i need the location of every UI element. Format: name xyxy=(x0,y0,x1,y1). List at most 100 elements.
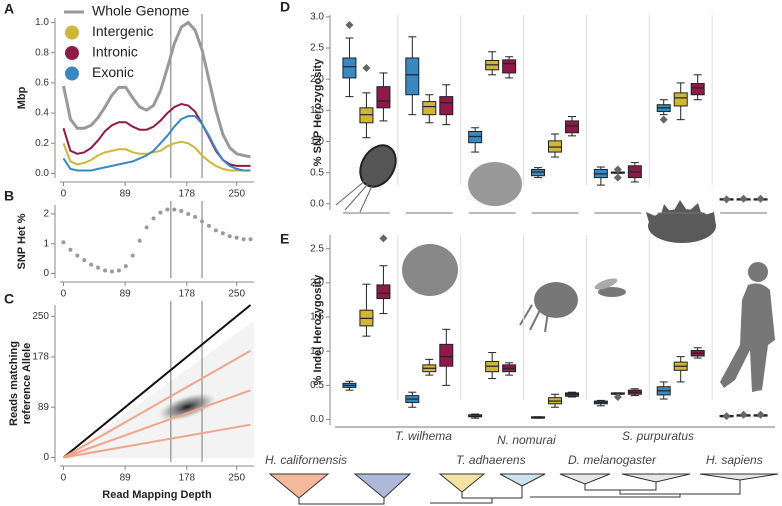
y-tick-label: 0.2 xyxy=(35,138,49,149)
y-tick-label: 1 xyxy=(43,238,49,249)
x-tick-label: 178 xyxy=(178,289,195,300)
outlier xyxy=(756,410,765,419)
y-axis-label: % Indel Herozygosity xyxy=(312,274,324,386)
point xyxy=(227,234,232,239)
point xyxy=(234,235,239,240)
phylogeny xyxy=(268,473,779,505)
x-tick-label: 178 xyxy=(178,189,195,200)
x-tick-label: 0 xyxy=(61,189,67,200)
box xyxy=(439,343,454,367)
y-axis-label: % SNP Herozygosity xyxy=(312,58,324,166)
legend-label: Whole Genome xyxy=(92,3,189,19)
x-tick-label: 178 xyxy=(178,473,195,484)
outlier xyxy=(613,173,622,182)
x-tick-label: 89 xyxy=(120,289,132,300)
series-line xyxy=(63,389,251,459)
legend-marker xyxy=(65,46,79,60)
y-tick-label: 3.0 xyxy=(310,12,324,23)
outlier xyxy=(362,63,371,72)
x-tick-label: 250 xyxy=(228,189,245,200)
organism-images xyxy=(335,144,775,392)
y-tick-label: 0.5 xyxy=(310,167,324,178)
y-tick-label: 0.6 xyxy=(35,78,49,89)
y-tick-label: 1.0 xyxy=(310,136,324,147)
point xyxy=(151,216,156,221)
box xyxy=(422,101,437,116)
x-tick-label: 89 xyxy=(120,189,132,200)
outlier xyxy=(613,392,622,401)
y-tick-label: 0.0 xyxy=(35,168,49,179)
series-line xyxy=(62,20,251,159)
y-tick-label: 1.5 xyxy=(310,312,324,323)
species-label: T. wilhema xyxy=(395,429,452,443)
point xyxy=(130,253,135,258)
box xyxy=(405,57,420,96)
point xyxy=(213,228,218,233)
species-label: D. melanogaster xyxy=(568,453,657,467)
x-tick-label: 250 xyxy=(228,289,245,300)
species-label: T. adhaerens xyxy=(456,453,526,467)
box xyxy=(531,169,545,177)
point xyxy=(68,247,73,252)
panel-label: C xyxy=(4,291,14,307)
box xyxy=(690,83,705,96)
outlier xyxy=(613,165,622,174)
box xyxy=(468,131,483,144)
point xyxy=(109,269,114,274)
point xyxy=(116,268,121,273)
species-label: H. californensis xyxy=(265,453,347,467)
point xyxy=(165,207,170,212)
y-axis-label: SNP Het % xyxy=(16,213,28,269)
y-tick-label: 178 xyxy=(32,352,49,363)
panel-label: B xyxy=(4,188,14,204)
y-tick-label: 250 xyxy=(32,311,49,322)
legend-marker xyxy=(65,66,79,81)
point xyxy=(172,207,177,212)
panel-label: D xyxy=(280,0,290,15)
y-tick-label: 1.0 xyxy=(310,346,324,357)
series-line xyxy=(63,349,251,459)
y-tick-label: 2 xyxy=(43,209,49,220)
outlier xyxy=(756,194,765,203)
density-shade xyxy=(64,321,254,458)
y-axis-label: Mbp xyxy=(16,86,28,109)
point xyxy=(158,210,163,215)
point xyxy=(248,237,253,242)
x-tick-label: 0 xyxy=(61,289,67,300)
x-tick-label: 89 xyxy=(120,473,132,484)
point xyxy=(200,219,205,224)
y-tick-label: 2.0 xyxy=(310,74,324,85)
y-tick-label: 0 xyxy=(43,268,49,279)
x-axis-label: Read Mapping Depth xyxy=(102,489,212,501)
outlier xyxy=(722,195,731,204)
point xyxy=(241,237,246,242)
y-tick-label: 2.0 xyxy=(310,277,324,288)
point xyxy=(137,238,142,243)
x-tick-label: 0 xyxy=(61,473,67,484)
density-blob xyxy=(158,393,216,421)
series-line xyxy=(62,115,251,172)
point xyxy=(103,268,108,273)
outlier xyxy=(345,20,354,29)
box xyxy=(548,140,562,153)
point xyxy=(193,214,198,219)
series-line xyxy=(62,304,252,459)
legend-label: Intronic xyxy=(92,44,138,60)
panel-label: E xyxy=(280,231,289,247)
point xyxy=(206,223,211,228)
outlier xyxy=(659,115,668,124)
point xyxy=(75,253,80,258)
y-tick-label: 0.5 xyxy=(310,380,324,391)
y-tick-label: 2.5 xyxy=(310,43,324,54)
y-tick-label: 0 xyxy=(43,452,49,463)
y-tick-label: 0.4 xyxy=(35,108,49,119)
point xyxy=(123,264,128,269)
legend-marker xyxy=(65,25,79,40)
box xyxy=(502,59,517,74)
species-label: N. nomurai xyxy=(497,433,556,447)
point xyxy=(89,262,94,267)
box xyxy=(359,107,374,124)
box xyxy=(673,92,688,107)
box xyxy=(376,86,391,109)
